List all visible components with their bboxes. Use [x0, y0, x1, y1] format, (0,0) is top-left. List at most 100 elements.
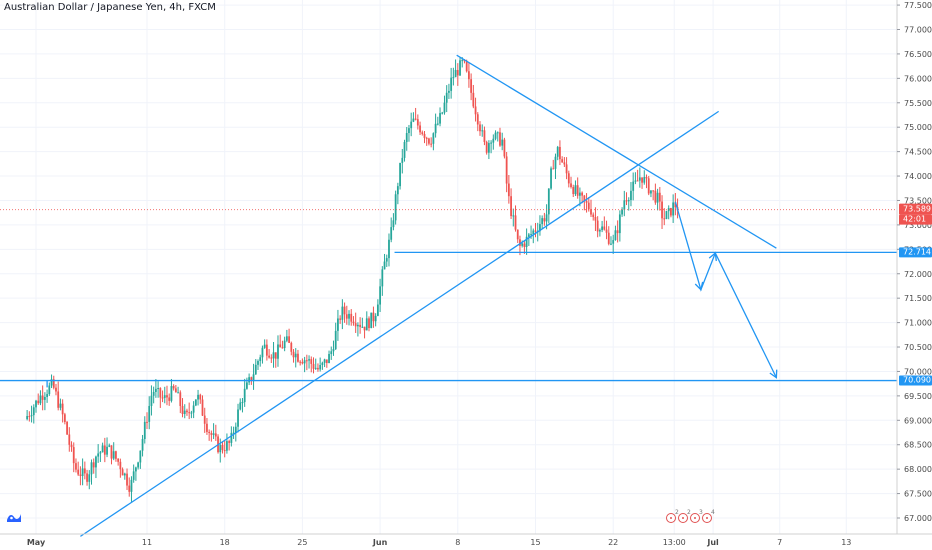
candle-body: [410, 121, 413, 129]
candle-body: [581, 192, 584, 196]
price-tick-label: 76.000: [904, 74, 932, 83]
date-tick-label: 8: [455, 538, 460, 547]
date-tick-label: 13:00: [663, 538, 686, 547]
countdown-badge: 42:01: [903, 215, 926, 224]
date-tick-label: 25: [297, 538, 307, 547]
event-flag-icon[interactable]: 3: [690, 509, 703, 523]
candle-body: [388, 239, 390, 259]
candle-body: [252, 374, 255, 382]
candle-body: [554, 156, 557, 169]
event-flag-icon[interactable]: 2: [666, 509, 679, 523]
candle-body: [468, 71, 470, 80]
candle-body: [483, 130, 486, 142]
candle-body: [261, 347, 264, 358]
candle-body: [241, 402, 244, 404]
candle-body: [88, 474, 91, 482]
candle-body: [534, 230, 537, 232]
price-tick-label: 77.000: [904, 26, 932, 35]
candle-body: [396, 186, 399, 195]
candle-body: [576, 185, 579, 196]
candle-body: [70, 444, 73, 448]
candle-body: [99, 452, 102, 454]
event-flag-icon[interactable]: 2: [678, 509, 691, 523]
candle-body: [339, 318, 342, 320]
candle-body: [268, 355, 270, 358]
candle-body: [394, 194, 397, 221]
candle-body: [223, 450, 226, 452]
candle-body: [199, 394, 202, 400]
candle-body: [226, 441, 228, 451]
candle-body: [143, 421, 146, 440]
candle-body: [159, 388, 162, 398]
candle-body: [330, 351, 333, 355]
price-tick-label: 71.500: [904, 294, 932, 303]
candle-body: [374, 315, 377, 322]
candle-body: [317, 367, 319, 370]
candle-body: [219, 444, 222, 453]
candle-body: [310, 359, 313, 364]
candle-body: [314, 367, 317, 369]
price-tick-label: 68.500: [904, 441, 932, 450]
candle-body: [612, 240, 615, 244]
candle-body: [492, 138, 495, 143]
candle-body: [126, 473, 128, 486]
candle-body: [523, 243, 526, 247]
candle-body: [337, 318, 339, 331]
candle-body: [110, 445, 113, 459]
candle-body: [365, 318, 368, 331]
date-tick-label: 7: [777, 538, 782, 547]
candle-body: [230, 432, 233, 443]
candle-body: [132, 471, 135, 480]
candle-body: [239, 402, 242, 410]
candle-body: [52, 379, 55, 388]
candle-body: [385, 258, 388, 262]
candle-body: [436, 123, 439, 125]
candle-body: [476, 114, 479, 125]
candle-body: [592, 214, 595, 218]
price-axis[interactable]: 67.000 67.500 68.000 68.500 69.000 69.500 70.0…: [897, 1, 932, 523]
price-tick-label: 69.000: [904, 416, 932, 425]
candle-body: [361, 326, 364, 328]
candle-body: [650, 190, 652, 194]
candle-body: [212, 433, 215, 435]
candle-body: [48, 385, 51, 395]
projection-path: [674, 201, 777, 378]
event-flag-icon[interactable]: 4: [702, 509, 715, 523]
price-tick-label: 70.500: [904, 343, 932, 352]
candle-body: [658, 192, 661, 202]
candle-body: [97, 453, 100, 457]
candle-body: [616, 230, 619, 234]
candle-body: [563, 162, 566, 165]
candle-body: [334, 330, 337, 350]
candle-body: [672, 202, 675, 216]
candle-body: [550, 168, 552, 189]
candle-body: [625, 200, 628, 202]
chart-drawings: [0, 54, 897, 537]
candle-body: [372, 312, 375, 322]
candle-body: [514, 215, 517, 230]
candle-body: [490, 142, 492, 144]
time-axis[interactable]: May 11 18 25 Jun 8 15 22 13:00 Jul 7 13: [27, 538, 852, 547]
candle-body: [521, 243, 524, 246]
candle-body: [419, 125, 421, 133]
candle-body: [527, 234, 530, 237]
candle-body: [516, 229, 519, 240]
candle-body: [79, 474, 82, 477]
candle-body: [95, 456, 97, 468]
economic-events[interactable]: 2 2 3 4: [666, 509, 715, 523]
tradingview-logo-icon[interactable]: [6, 511, 22, 523]
candle-body: [108, 445, 111, 447]
projection-arrow-icon: [769, 369, 778, 379]
candle-body: [170, 386, 173, 401]
candle-body: [135, 467, 137, 472]
price-tick-label: 74.000: [904, 172, 932, 181]
candle-body: [154, 388, 157, 392]
candle-body: [303, 360, 306, 364]
price-tick-label: 70.000: [904, 367, 932, 376]
candle-body: [214, 433, 217, 437]
candle-body: [66, 421, 68, 435]
candle-body: [565, 164, 568, 174]
candle-body: [507, 183, 510, 197]
candle-body: [161, 397, 164, 399]
